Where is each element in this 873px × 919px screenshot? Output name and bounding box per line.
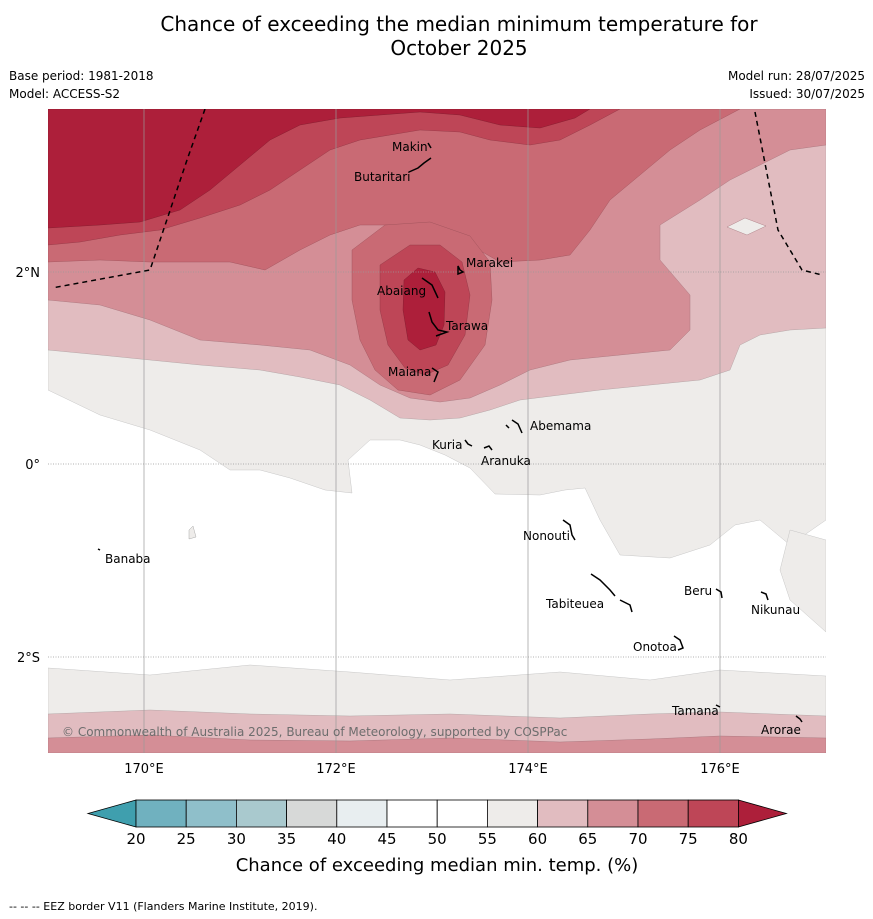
islands — [97, 142, 803, 723]
colorbar-tick-label: 25 — [177, 830, 196, 848]
place-label-kuria: Kuria — [432, 438, 463, 452]
place-label-nikunau: Nikunau — [751, 603, 800, 617]
place-label-butaritari: Butaritari — [354, 170, 411, 184]
island-arorae — [795, 715, 803, 723]
colorbar-tick-label: 40 — [327, 830, 346, 848]
copyright-text: © Commonwealth of Australia 2025, Bureau… — [62, 725, 567, 739]
place-label-tarawa: Tarawa — [445, 319, 488, 333]
place-label-maiana: Maiana — [388, 365, 431, 379]
colorbar-segment — [386, 799, 438, 828]
footer-note: -- -- -- EEZ border V11 (Flanders Marine… — [9, 900, 318, 913]
colorbar-tick-label: 65 — [578, 830, 597, 848]
eez-border-west — [51, 109, 206, 289]
meta-left: Base period: 1981-2018 Model: ACCESS-S2 — [9, 69, 154, 105]
small-patch — [188, 525, 197, 540]
place-label-banaba: Banaba — [105, 552, 151, 566]
model-run-label: Model run: 28/07/2025 — [727, 69, 865, 83]
place-label-aranuka: Aranuka — [481, 454, 531, 468]
island-nikunau — [760, 591, 769, 601]
lon-tick-172E: 172°E — [316, 762, 356, 777]
lat-tick-2N: 2°N — [16, 266, 41, 281]
colorbar-segment — [436, 799, 488, 828]
island-butaritari — [408, 157, 432, 173]
lon-tick-174E: 174°E — [508, 762, 548, 777]
island-aranuka — [483, 445, 493, 451]
lat-tick-0: 0° — [25, 458, 40, 473]
colorbar-tick-label: 30 — [227, 830, 246, 848]
base-period-label: Base period: 1981-2018 — [9, 69, 154, 83]
island-tarawa — [428, 311, 450, 337]
island-banaba — [97, 548, 101, 551]
place-label-abaiang: Abaiang — [377, 284, 426, 298]
contour-80-plus — [48, 109, 591, 229]
place-label-nonouti: Nonouti — [523, 529, 570, 543]
colorbar-tick-label: 60 — [528, 830, 547, 848]
colorbar-tick-labels: 20 25 30 35 40 45 50 55 60 65 70 75 80 — [126, 830, 747, 848]
colorbar-segment — [486, 799, 538, 828]
colorbar-label: Chance of exceeding median min. temp. (%… — [236, 855, 639, 876]
place-label-abemama: Abemama — [530, 419, 591, 433]
place-label-makin: Makin — [392, 140, 428, 154]
colorbar-segment — [687, 799, 739, 828]
lon-tick-labels: 170°E 172°E 174°E 176°E — [124, 762, 740, 777]
island-tamana — [715, 704, 721, 708]
island-abaiang — [421, 277, 439, 299]
island-beru — [715, 588, 723, 599]
place-label-tabiteuea: Tabiteuea — [545, 597, 604, 611]
colorbar-segment — [537, 799, 589, 828]
colorbar-tick-label: 50 — [428, 830, 447, 848]
lon-tick-170E: 170°E — [124, 762, 164, 777]
island-maiana — [431, 367, 439, 383]
colorbar-tick-label: 75 — [679, 830, 698, 848]
contour-65-70-south — [48, 734, 826, 753]
colorbar-segment — [135, 799, 187, 828]
place-label-marakei: Marakei — [466, 256, 513, 270]
issued-label: Issued: 30/07/2025 — [749, 87, 865, 101]
eez-borders — [51, 109, 823, 289]
meta-right: Model run: 28/07/2025 Issued: 30/07/2025 — [728, 69, 865, 105]
colorbar-segment — [587, 799, 639, 828]
colorbar-tick-label: 70 — [628, 830, 647, 848]
place-label-tamana: Tamana — [671, 704, 719, 718]
colorbar-segment — [286, 799, 338, 828]
colorbar-tick-label: 45 — [377, 830, 396, 848]
lat-tick-labels: 2°N 0° 2°S — [16, 266, 41, 666]
colorbar-tick-label: 35 — [277, 830, 296, 848]
place-label-onotoa: Onotoa — [633, 640, 677, 654]
island-tabiteuea — [590, 573, 633, 613]
island-makin — [427, 142, 432, 149]
colorbar-extend-low — [86, 799, 137, 828]
model-label: Model: ACCESS-S2 — [9, 87, 121, 101]
map-area: Makin Butaritari Marakei Abaiang Tarawa … — [48, 109, 826, 753]
place-labels: Makin Butaritari Marakei Abaiang Tarawa … — [105, 140, 801, 737]
graticule — [48, 109, 826, 753]
place-label-beru: Beru — [684, 584, 712, 598]
colorbar-segment — [637, 799, 689, 828]
colorbar-extend-high — [738, 799, 788, 828]
colorbar-tick-label: 20 — [126, 830, 145, 848]
title-line-1: Chance of exceeding the median minimum t… — [160, 12, 758, 36]
island-abemama — [505, 419, 523, 434]
contour-white-patch — [726, 217, 767, 236]
colorbar-segment — [336, 799, 388, 828]
island-marakei — [457, 265, 465, 276]
colorbar-tick-label: 55 — [478, 830, 497, 848]
place-label-arorae: Arorae — [761, 723, 801, 737]
contour-55-60-right — [779, 529, 826, 633]
chart-title: Chance of exceeding the median minimum t… — [0, 12, 873, 60]
title-line-2: October 2025 — [390, 36, 528, 60]
island-nonouti — [562, 519, 576, 541]
colorbar — [86, 799, 788, 828]
colorbar-segment — [185, 799, 237, 828]
island-kuria — [464, 439, 473, 447]
colorbar-segment — [235, 799, 287, 828]
island-onotoa — [673, 635, 684, 651]
colorbar-tick-label: 80 — [729, 830, 748, 848]
lat-tick-2S: 2°S — [17, 651, 40, 666]
lon-tick-176E: 176°E — [700, 762, 740, 777]
